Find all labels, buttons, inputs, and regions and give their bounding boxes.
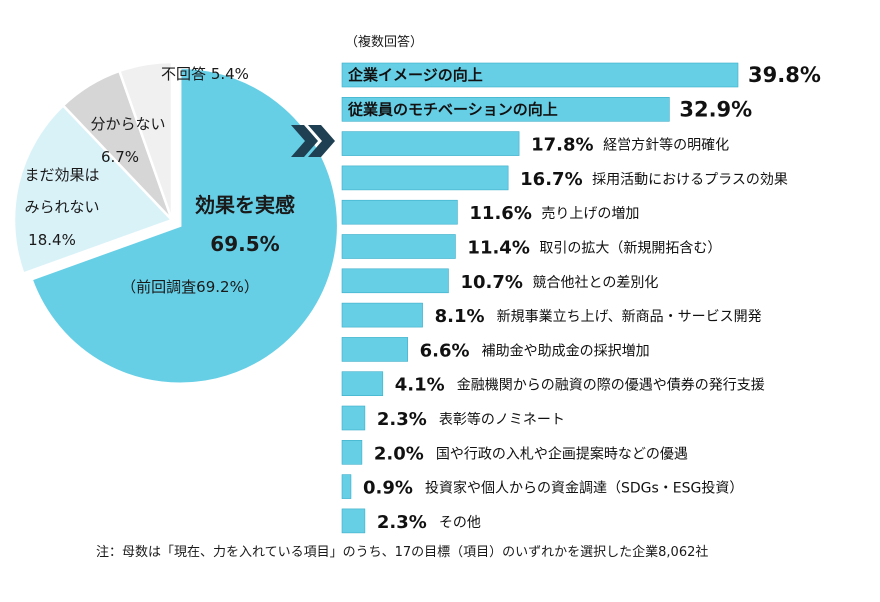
bar-category-label: 表彰等のノミネート (439, 411, 565, 428)
bar (341, 337, 408, 362)
pie-value-effect: 69.5% (210, 232, 279, 256)
footnote: 注：母数は「現在、力を入れている項目」のうち、17の目標（項目）のいずれかを選択… (96, 545, 709, 560)
arrow-icon (308, 125, 335, 157)
bar-category-label: 取引の拡大（新規開拓含む） (539, 241, 721, 257)
bar (341, 131, 520, 156)
bar (341, 97, 670, 122)
bar (341, 302, 423, 328)
bar (341, 508, 366, 534)
bar-category-label: 売り上げの増加 (541, 206, 639, 222)
bar-category-label: 投資家や個人からの資金調達（SDGs・ESG投資） (425, 480, 743, 497)
bar-category-label: 補助金や助成金の採択増加 (482, 343, 650, 359)
bar (341, 62, 739, 88)
pie-label-unknown: 分からない (90, 115, 165, 133)
bar-value-label: 11.4% (467, 238, 529, 259)
bar-value-label: 11.6% (469, 203, 531, 224)
bar-category-label: 新規事業立ち上げ、新商品・サービス開発 (497, 309, 762, 325)
pie-value-unknown: 6.7% (101, 148, 139, 166)
pie-label-no-answer: 不回答 5.4% (161, 65, 249, 83)
bar-value-label: 8.1% (435, 306, 485, 327)
bar-value-label: 16.7% (520, 169, 582, 190)
bar (341, 371, 384, 397)
pie-label-not-yet: みられない (24, 198, 99, 216)
bar-category-label: 国や行政の入札や企画提案時などの優遇 (436, 445, 688, 462)
bar (341, 234, 456, 259)
bar (341, 474, 352, 499)
pie-slice (12, 103, 175, 276)
bar (341, 268, 449, 294)
bar (341, 405, 366, 431)
bar-value-label: 32.9% (679, 97, 752, 121)
bar (341, 439, 363, 465)
bar-category-label: その他 (439, 515, 481, 531)
bar-value-label: 6.6% (420, 340, 470, 361)
bar-category-label: 企業イメージの向上 (347, 66, 483, 84)
pie-sublabel-effect: （前回調査69.2%） (121, 278, 259, 296)
bar-category-label: 経営方針等の明確化 (603, 137, 729, 154)
bar-value-label: 17.8% (531, 135, 593, 156)
pie-value-not-yet: 18.4% (28, 231, 76, 249)
bar-value-label: 2.3% (377, 512, 427, 533)
pie-label-effect: 効果を実感 (195, 193, 295, 217)
bar-category-label: 金融機関からの融資の際の優遇や債券の発行支援 (457, 378, 765, 394)
bar-value-label: 0.9% (363, 478, 413, 499)
bar-category-label: 採用活動におけるプラスの効果 (592, 172, 788, 188)
pie-label-not-yet: まだ効果は (24, 166, 99, 184)
arrow-icon (291, 125, 318, 157)
bar-category-label: 従業員のモチベーションの向上 (347, 100, 558, 118)
bar-value-label: 4.1% (395, 375, 445, 396)
bar-value-label: 2.3% (377, 409, 427, 430)
bar-category-label: 競合他社との差別化 (532, 275, 658, 291)
multi-answer-note: （複数回答） (345, 35, 424, 50)
bar (341, 199, 458, 225)
bar-value-label: 10.7% (460, 272, 522, 293)
bar (341, 165, 509, 191)
bar-value-label: 2.0% (374, 443, 424, 464)
bar-value-label: 39.8% (748, 63, 821, 87)
pie-slice (117, 60, 174, 221)
pie-slice (29, 66, 340, 385)
